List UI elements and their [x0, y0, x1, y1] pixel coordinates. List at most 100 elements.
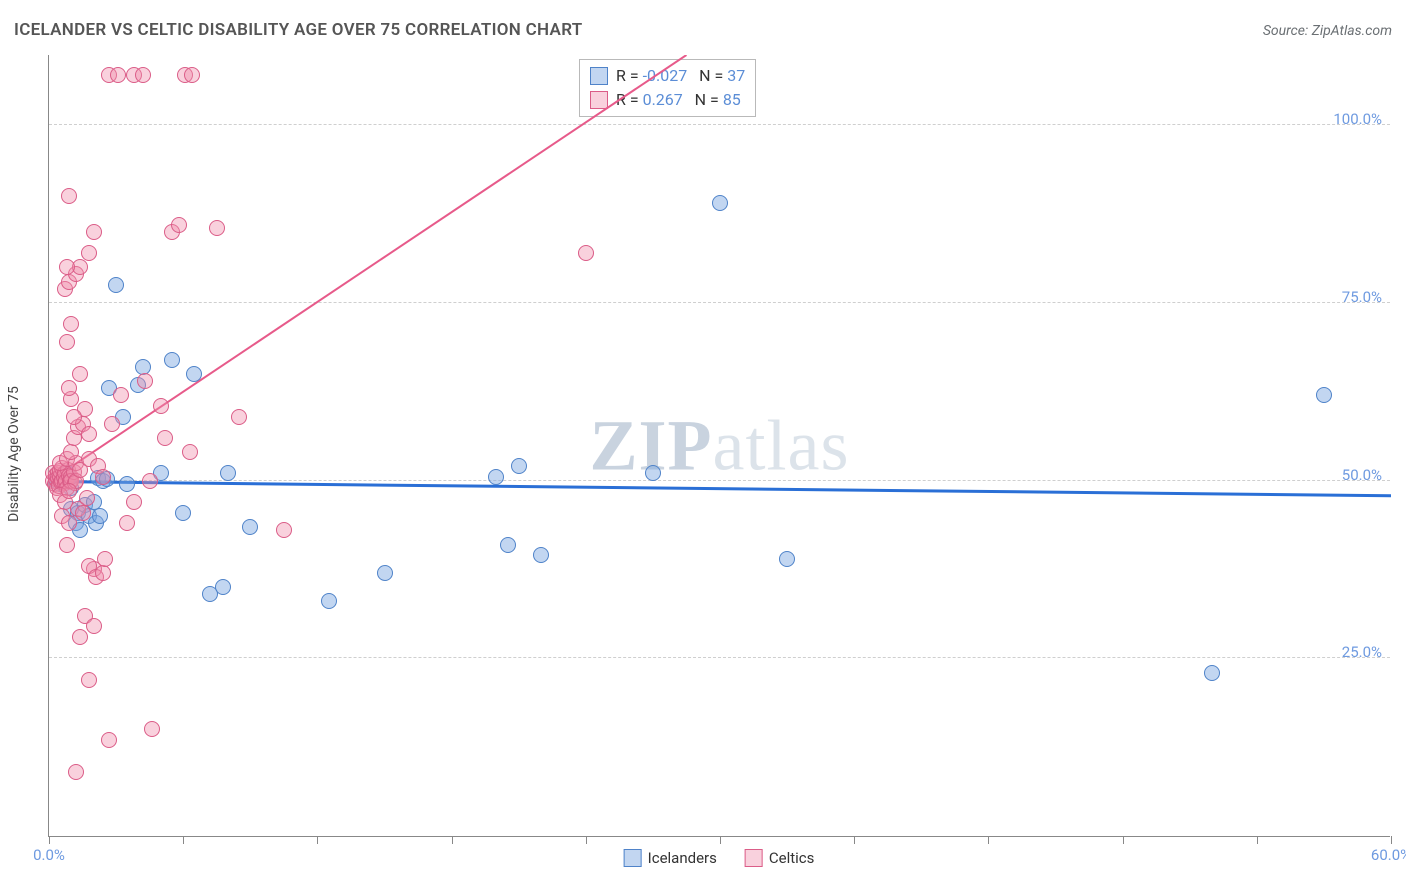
scatter-point	[231, 409, 247, 425]
stats-box: R = -0.027 N = 37R = 0.267 N = 85	[579, 59, 756, 117]
scatter-point	[101, 732, 117, 748]
scatter-point	[61, 515, 77, 531]
scatter-point	[63, 444, 79, 460]
scatter-point	[95, 469, 111, 485]
scatter-point	[321, 593, 337, 609]
scatter-point	[81, 672, 97, 688]
y-tick-label: 75.0%	[1342, 288, 1382, 306]
x-tick	[183, 836, 184, 844]
legend-swatch	[624, 849, 642, 867]
y-tick-label: 100.0%	[1333, 110, 1382, 128]
x-tick-label: 0.0%	[33, 846, 65, 864]
scatter-point	[645, 465, 661, 481]
scatter-point	[157, 430, 173, 446]
legend: Icelanders Celtics	[624, 849, 815, 867]
scatter-point	[72, 366, 88, 382]
x-tick	[988, 836, 989, 844]
scatter-point	[97, 551, 113, 567]
trend-lines	[49, 55, 1391, 837]
x-tick	[1391, 836, 1392, 844]
x-tick	[452, 836, 453, 844]
scatter-point	[164, 352, 180, 368]
scatter-point	[79, 490, 95, 506]
scatter-point	[119, 476, 135, 492]
scatter-point	[61, 380, 77, 396]
legend-swatch	[590, 91, 608, 109]
legend-label: Icelanders	[648, 849, 717, 867]
scatter-point	[135, 67, 151, 83]
scatter-point	[86, 618, 102, 634]
chart-container: Disability Age Over 75 ZIPatlas R = -0.0…	[48, 55, 1390, 837]
gridline	[49, 302, 1390, 303]
scatter-point	[511, 458, 527, 474]
scatter-point	[110, 67, 126, 83]
scatter-point	[220, 465, 236, 481]
scatter-point	[68, 764, 84, 780]
scatter-point	[63, 316, 79, 332]
source-citation: Source: ZipAtlas.com	[1263, 23, 1392, 39]
trend-line	[49, 55, 686, 482]
scatter-point	[184, 67, 200, 83]
scatter-point	[137, 373, 153, 389]
scatter-point	[215, 579, 231, 595]
stats-text: R = 0.267 N = 85	[616, 88, 741, 112]
scatter-point	[119, 515, 135, 531]
watermark: ZIPatlas	[590, 404, 850, 487]
gridline	[49, 657, 1390, 658]
scatter-point	[95, 565, 111, 581]
y-tick-label: 25.0%	[1342, 643, 1382, 661]
scatter-point	[126, 494, 142, 510]
scatter-point	[75, 505, 91, 521]
x-tick-label: 60.0%	[1371, 846, 1406, 864]
scatter-point	[59, 537, 75, 553]
scatter-point	[242, 519, 258, 535]
scatter-point	[61, 188, 77, 204]
stats-row: R = 0.267 N = 85	[590, 88, 745, 112]
x-tick	[586, 836, 587, 844]
scatter-point	[276, 522, 292, 538]
gridline	[49, 480, 1390, 481]
scatter-point	[59, 259, 75, 275]
scatter-point	[66, 409, 82, 425]
gridline	[49, 124, 1390, 125]
scatter-point	[186, 366, 202, 382]
plot-area: ZIPatlas R = -0.027 N = 37R = 0.267 N = …	[48, 55, 1390, 837]
y-axis-label: Disability Age Over 75	[6, 386, 22, 522]
legend-item: Celtics	[745, 849, 815, 867]
legend-item: Icelanders	[624, 849, 717, 867]
scatter-point	[779, 551, 795, 567]
legend-swatch	[590, 67, 608, 85]
x-tick	[854, 836, 855, 844]
scatter-point	[104, 416, 120, 432]
scatter-point	[578, 245, 594, 261]
scatter-point	[209, 220, 225, 236]
stats-text: R = -0.027 N = 37	[616, 64, 745, 88]
scatter-point	[81, 426, 97, 442]
x-tick	[720, 836, 721, 844]
scatter-point	[108, 277, 124, 293]
legend-swatch	[745, 849, 763, 867]
scatter-point	[144, 721, 160, 737]
scatter-point	[175, 505, 191, 521]
scatter-point	[153, 398, 169, 414]
scatter-point	[500, 537, 516, 553]
scatter-point	[171, 217, 187, 233]
scatter-point	[488, 469, 504, 485]
scatter-point	[72, 629, 88, 645]
scatter-point	[533, 547, 549, 563]
x-tick	[1123, 836, 1124, 844]
scatter-point	[1204, 665, 1220, 681]
scatter-point	[113, 387, 129, 403]
scatter-point	[712, 195, 728, 211]
chart-title: ICELANDER VS CELTIC DISABILITY AGE OVER …	[14, 20, 583, 40]
scatter-point	[377, 565, 393, 581]
scatter-point	[92, 508, 108, 524]
x-tick	[317, 836, 318, 844]
trend-line	[49, 482, 1391, 496]
scatter-point	[81, 245, 97, 261]
stats-row: R = -0.027 N = 37	[590, 64, 745, 88]
scatter-point	[61, 483, 77, 499]
scatter-point	[182, 444, 198, 460]
scatter-point	[142, 473, 158, 489]
scatter-point	[59, 334, 75, 350]
